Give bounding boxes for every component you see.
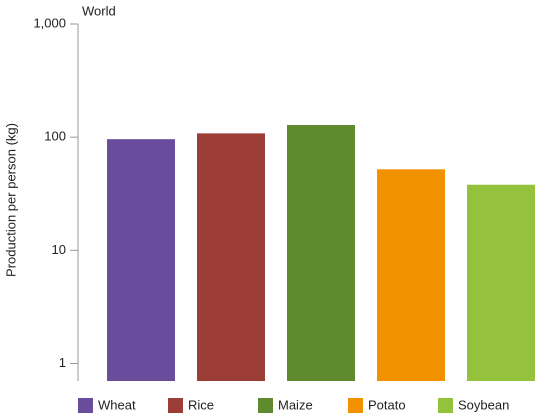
legend-label: Soybean <box>458 397 509 412</box>
legend-label: Wheat <box>98 397 136 412</box>
legend-swatch <box>438 398 453 413</box>
y-tick-label: 1,000 <box>33 15 66 30</box>
y-tick-label: 100 <box>44 129 66 144</box>
legend-swatch <box>348 398 363 413</box>
bar <box>377 169 445 381</box>
bar <box>107 139 175 381</box>
chart-subtitle: World <box>82 3 116 18</box>
bar <box>467 184 535 381</box>
legend-swatch <box>78 398 93 413</box>
legend-swatch <box>168 398 183 413</box>
legend-label: Maize <box>278 397 313 412</box>
y-axis-label: Production per person (kg) <box>3 123 18 277</box>
legend-swatch <box>258 398 273 413</box>
y-tick-label: 1 <box>59 355 66 370</box>
y-tick-label: 10 <box>52 242 66 257</box>
legend-label: Potato <box>368 397 406 412</box>
legend-label: Rice <box>188 397 214 412</box>
bar <box>287 125 355 381</box>
bar <box>197 133 265 381</box>
